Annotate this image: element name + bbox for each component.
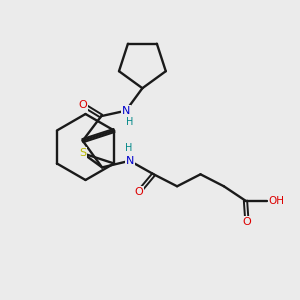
Text: H: H [126,117,133,127]
Text: OH: OH [268,196,285,206]
Text: O: O [78,100,87,110]
Text: S: S [79,148,86,158]
Text: N: N [125,156,134,166]
Text: O: O [243,217,251,227]
Text: O: O [134,187,143,197]
Text: N: N [122,106,130,116]
Text: H: H [124,143,132,153]
